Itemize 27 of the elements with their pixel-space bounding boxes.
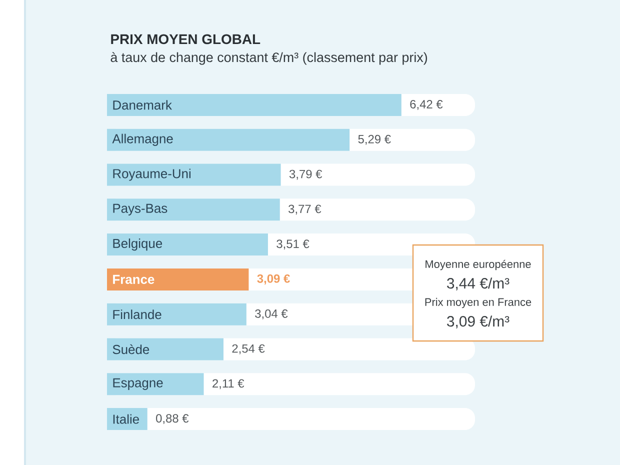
text: Moyenne européenne: [426, 260, 531, 270]
data-label: 2,54 €: [232, 344, 265, 354]
data-label: 0,88 €: [156, 414, 189, 424]
y-tick-label: France: [113, 274, 154, 284]
data-label: 2,11 €: [212, 379, 244, 390]
text: 3,44 €/m³: [447, 278, 510, 290]
y-tick-label: Suède: [112, 344, 150, 354]
data-label: 3,04 €: [255, 309, 288, 320]
y-tick-label: Danemark: [113, 100, 172, 110]
text: Prix moyen en France: [425, 298, 532, 308]
data-label: 3,77 €: [288, 204, 322, 215]
chart-title: PRIX MOYEN GLOBAL: [111, 34, 260, 44]
text: 3,09 €/m³: [447, 316, 510, 328]
y-tick-label: Italie: [113, 414, 139, 424]
data-label: 6,42 €: [410, 100, 443, 110]
data-label: 3,79 €: [289, 170, 322, 180]
data-label: 5,29 €: [358, 134, 391, 145]
y-tick-label: Pays-Bas: [113, 204, 168, 216]
y-tick-label: Finlande: [113, 310, 162, 320]
y-tick-label: Royaume-Uni: [113, 168, 190, 181]
y-tick-label: Belgique: [113, 238, 162, 251]
chart-subtitle: à taux de change constant €/m³ (classement par prix): [110, 52, 428, 65]
y-tick-label: Espagne: [113, 378, 163, 390]
bar: [107, 408, 148, 430]
data-label: 3,51 €: [276, 240, 310, 250]
data-label: 3,09 €: [257, 274, 290, 285]
y-tick-label: Allemagne: [112, 134, 173, 146]
